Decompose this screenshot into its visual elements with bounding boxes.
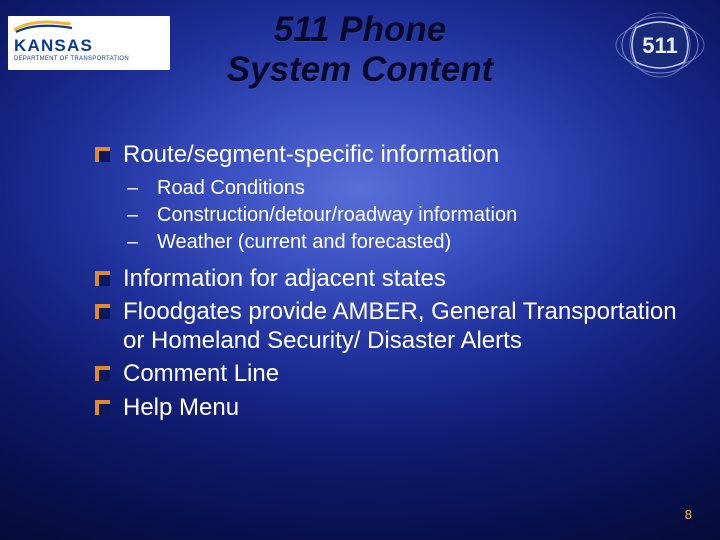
bullet-text: Information for adjacent states bbox=[123, 265, 446, 292]
title-line-1: 511 Phone bbox=[274, 10, 446, 49]
page-number: 8 bbox=[685, 507, 692, 522]
badge-511-text: 511 bbox=[642, 33, 678, 58]
slide-content: Route/segment-specific information Road … bbox=[95, 140, 690, 426]
sub-bullet-item: Construction/detour/roadway information bbox=[123, 202, 690, 229]
bullet-item: Floodgates provide AMBER, General Transp… bbox=[95, 297, 690, 356]
bullet-icon bbox=[95, 147, 110, 162]
badge-511-icon: 511 bbox=[612, 8, 708, 82]
sub-bullet-item: Road Conditions bbox=[123, 175, 690, 202]
bullet-item: Help Menu bbox=[95, 393, 690, 422]
slide-title: 511 Phone System Content bbox=[160, 10, 560, 91]
logo-subtext: DEPARTMENT OF TRANSPORTATION bbox=[14, 56, 129, 62]
bullet-text: Comment Line bbox=[123, 360, 279, 387]
main-bullet-list: Route/segment-specific information Road … bbox=[95, 140, 690, 422]
sub-bullet-item: Weather (current and forecasted) bbox=[123, 229, 690, 256]
logo-swoosh-icon bbox=[14, 20, 74, 34]
bullet-item: Information for adjacent states bbox=[95, 264, 690, 293]
sub-bullet-list: Road Conditions Construction/detour/road… bbox=[123, 175, 690, 255]
bullet-text: Route/segment-specific information bbox=[123, 141, 499, 168]
bullet-item: Comment Line bbox=[95, 359, 690, 388]
bullet-icon bbox=[95, 304, 110, 319]
bullet-text: Help Menu bbox=[123, 394, 239, 421]
bullet-item: Route/segment-specific information Road … bbox=[95, 140, 690, 256]
title-line-2: System Content bbox=[227, 50, 493, 89]
bullet-text: Floodgates provide AMBER, General Transp… bbox=[123, 298, 677, 354]
logo-wordmark: KANSAS bbox=[14, 36, 93, 56]
bullet-icon bbox=[95, 366, 110, 381]
bullet-icon bbox=[95, 271, 110, 286]
bullet-icon bbox=[95, 400, 110, 415]
kansas-dot-logo: KANSAS DEPARTMENT OF TRANSPORTATION bbox=[8, 16, 170, 70]
slide-header: KANSAS DEPARTMENT OF TRANSPORTATION 511 … bbox=[0, 0, 720, 125]
